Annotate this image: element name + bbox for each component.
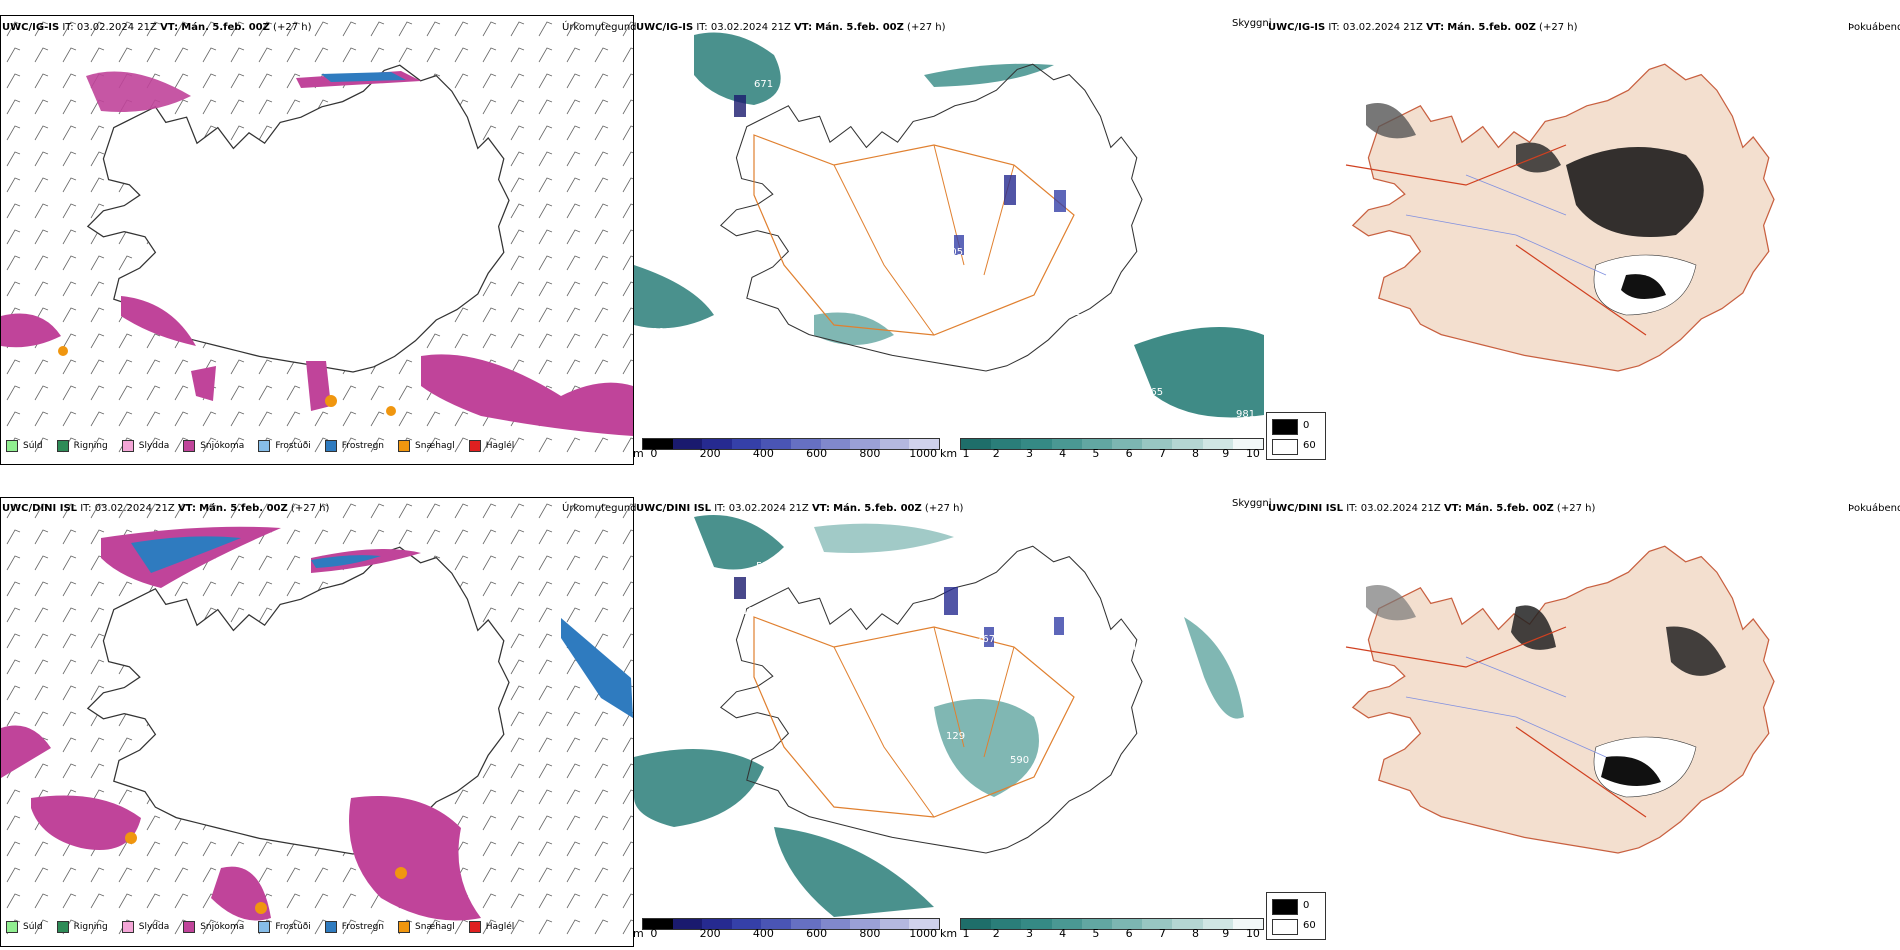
fog-legend-row1: 0 60 — [1266, 412, 1326, 460]
fog-title-row2: Þokuábendi — [1848, 503, 1900, 514]
legend-item: Snjókoma — [183, 440, 244, 452]
visibility-unit-row2: km — [940, 927, 958, 940]
legend-item: Snjókoma — [183, 921, 244, 933]
legend-item: Haglél — [468, 440, 514, 452]
vis-label: 946 — [727, 831, 746, 842]
vis-label: 965 — [1144, 387, 1163, 398]
fog-legend-row2: 0 60 — [1266, 892, 1326, 940]
legend-item: Snæhagl — [398, 921, 455, 933]
visibility-panel-row2: 553 375 120 267 311 129 946 748 590 — [634, 497, 1264, 917]
vis-label: 600 — [789, 89, 808, 100]
vis-label: 671 — [754, 79, 773, 90]
precip-type-map — [1, 16, 633, 456]
legend-item: Rigning — [56, 921, 108, 933]
visibility-title-row1: Skyggni — [1232, 18, 1272, 29]
precip-legend-row2: Súld Rigning Slydda Snjókoma Frostúði Fr… — [6, 921, 528, 933]
header-row1-p2: UWC/IG-IS IT: 03.02.2024 21Z VT: Mán. 5.… — [636, 22, 946, 33]
vis-label: 398 — [1054, 337, 1073, 348]
visibility-colorbar-row2 — [960, 918, 1264, 930]
vis-label: 590 — [1010, 755, 1029, 766]
legend-item: Súld — [6, 921, 43, 933]
fog-map — [1345, 63, 1775, 372]
vis-label: 267 — [976, 634, 995, 645]
legend-item: Slydda — [121, 921, 169, 933]
precip-type-title-row1: Úrkomutegund — [562, 22, 637, 33]
vis-label: 375 — [784, 564, 803, 575]
fog-panel-row1 — [1266, 15, 1900, 415]
vis-label: 105 — [944, 247, 963, 258]
legend-item: Rigning — [56, 440, 108, 452]
header-row2-p3: UWC/DINI ISL IT: 03.02.2024 21Z VT: Mán.… — [1268, 503, 1596, 514]
legend-item: Haglél — [468, 921, 514, 933]
visibility-unit-row1: km — [940, 447, 958, 460]
vis-label: 129 — [946, 731, 965, 742]
header-row1-p3: UWC/IG-IS IT: 03.02.2024 21Z VT: Mán. 5.… — [1268, 22, 1578, 33]
visibility-title-row2: Skyggni — [1232, 498, 1272, 509]
visibility-colorbar-row1 — [960, 438, 1264, 450]
precip-type-map — [1, 498, 633, 938]
fog-title-row1: Þokuábendi — [1848, 22, 1900, 33]
vis-label: 748 — [1124, 642, 1143, 653]
legend-item: Súld — [6, 440, 43, 452]
header-row1-p1: UWC/IG-IS IT: 03.02.2024 21Z VT: Mán. 5.… — [2, 22, 312, 33]
visibility-map: 553 375 120 267 311 129 946 748 590 — [634, 515, 1244, 917]
precip-type-panel-row2 — [0, 497, 634, 947]
cloudbase-colorbar-row2 — [642, 918, 940, 930]
legend-item: Slydda — [121, 440, 169, 452]
precip-legend-row1: Súld Rigning Slydda Snjókoma Frostúði Fr… — [6, 440, 528, 452]
cloudbase-unit-row2: m — [633, 927, 644, 940]
vis-label: 981 — [1236, 409, 1255, 420]
cloudbase-colorbar-row1 — [642, 438, 940, 450]
vis-label: 553 — [756, 561, 775, 572]
vis-label: 291 — [1062, 307, 1081, 318]
vis-label: 998 — [652, 327, 671, 338]
header-row2-p1: UWC/DINI ISL IT: 03.02.2024 21Z VT: Mán.… — [2, 503, 330, 514]
precip-type-panel-row1 — [0, 15, 634, 465]
visibility-map: 671 600 105 998 965 981 379 291 398 — [634, 32, 1264, 420]
legend-item: Frostregn — [324, 440, 384, 452]
visibility-panel-row1: 671 600 105 998 965 981 379 291 398 — [634, 15, 1264, 455]
vis-label: 120 — [742, 606, 761, 617]
vis-label: 311 — [984, 654, 1003, 665]
legend-item: Snæhagl — [398, 440, 455, 452]
fog-panel-row2 — [1266, 497, 1900, 897]
legend-item: Frostúði — [258, 921, 311, 933]
legend-item: Frostregn — [324, 921, 384, 933]
vis-label: 379 — [936, 387, 955, 398]
precip-type-title-row2: Úrkomutegund — [562, 503, 637, 514]
header-row2-p2: UWC/DINI ISL IT: 03.02.2024 21Z VT: Mán.… — [636, 503, 964, 514]
fog-map — [1345, 545, 1775, 854]
cloudbase-unit-row1: m — [633, 447, 644, 460]
legend-item: Frostúði — [258, 440, 311, 452]
